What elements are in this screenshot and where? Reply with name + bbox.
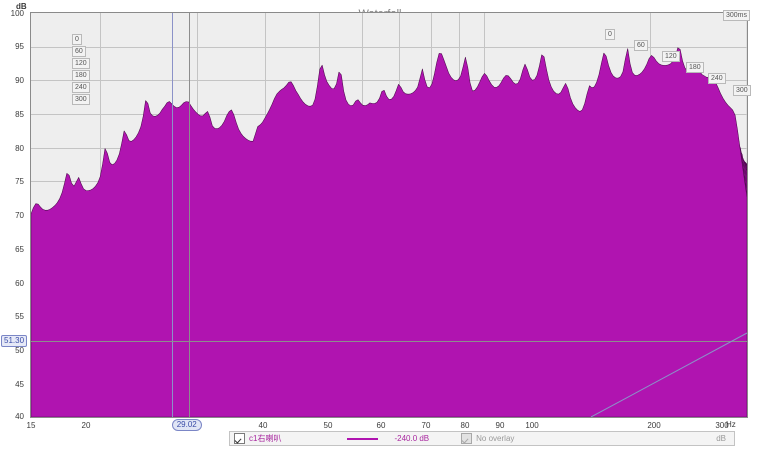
y-tick-95: 95 [15,42,24,51]
y-tick-90: 90 [15,76,24,85]
cursor-lines [31,13,747,417]
legend-series-checkbox[interactable] [234,433,245,444]
time-tag-right-240: 240 [708,73,726,84]
time-tag-left-0: 0 [72,34,82,45]
waterfall-plot-svg [31,13,747,417]
waterfall-slice [31,47,747,417]
legend-bar[interactable]: c1右喇叭 -240.0 dB No overlay dB [229,431,735,446]
y-tick-70: 70 [15,211,24,220]
y-tick-40: 40 [15,412,24,421]
x-tick-70: 70 [421,421,431,430]
y-axis-unit-label: dB [16,2,27,11]
time-tag-right-0: 0 [605,29,615,40]
y-tick-85: 85 [15,110,24,119]
x-tick-20: 20 [81,421,91,430]
waterfall-slices [31,47,747,417]
y-tick-55: 55 [15,312,24,321]
time-tag-right-120: 120 [662,51,680,62]
y-tick-80: 80 [15,144,24,153]
y-tick-60: 60 [15,279,24,288]
time-tag-right-300: 300 [733,85,751,96]
time-tag-right-180: 180 [686,62,704,73]
x-tick-200: 200 [647,421,661,430]
time-tag-left-240: 240 [72,82,90,93]
x-tick-60: 60 [376,421,386,430]
legend-color-swatch [347,437,379,440]
x-axis-unit-label: Hz [726,420,736,429]
cursor-x-readout[interactable]: 29.02 [171,419,202,431]
time-tag-left-300: 300 [72,94,90,105]
waterfall-plot-area[interactable]: 0 60 120 180 240 300 [30,12,748,418]
y-tick-100: 100 [10,9,24,18]
cursor-y-readout[interactable]: 51.30 [1,334,28,347]
time-axis-corner-label: 300ms [723,10,751,21]
time-tag-left-180: 180 [72,70,90,81]
legend-overlay-checkbox[interactable] [461,433,473,444]
legend-unit-label: dB [716,434,726,443]
x-tick-15: 15 [26,421,36,430]
x-tick-100: 100 [525,421,539,430]
legend-overlay-label: No overlay [476,434,515,443]
x-tick-80: 80 [460,421,470,430]
time-tag-right-60: 60 [634,40,648,51]
y-tick-75: 75 [15,177,24,186]
x-tick-90: 90 [495,421,505,430]
y-tick-65: 65 [15,245,24,254]
x-tick-40: 40 [258,421,268,430]
y-tick-50: 50 [15,346,24,355]
x-tick-300: 300 [715,421,729,430]
time-tag-left-120: 120 [72,58,90,69]
legend-level-label: -240.0 dB [394,434,430,443]
y-tick-45: 45 [15,380,24,389]
time-tag-left-60: 60 [72,46,86,57]
x-tick-50: 50 [323,421,333,430]
legend-series-label: c1右喇叭 [249,434,282,443]
